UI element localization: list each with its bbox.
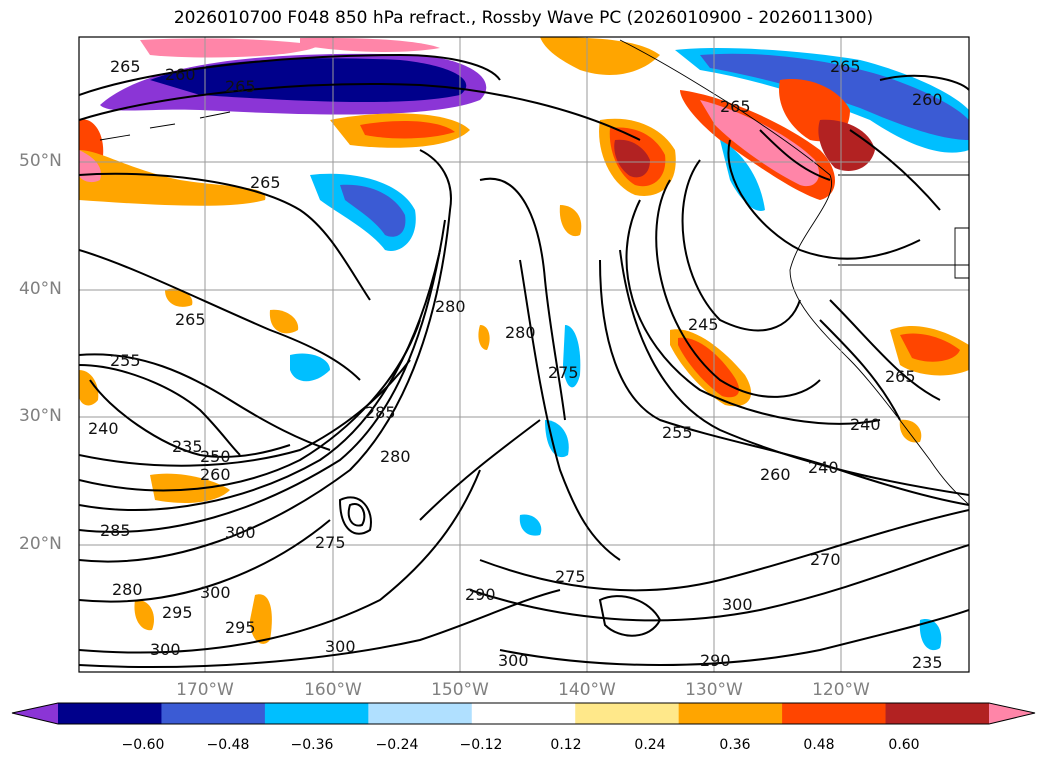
contour-label: 285: [365, 403, 396, 422]
lon-label-160w: 160°W: [304, 680, 362, 700]
lon-label-150w: 150°W: [431, 680, 489, 700]
colorbar-cell: [885, 703, 990, 724]
contour-label: 295: [162, 603, 193, 622]
colorbar-tick: −0.24: [375, 737, 419, 753]
colorbar-extend-max: [989, 703, 1035, 724]
colorbar-tick: 0.36: [719, 737, 751, 753]
graticule: [79, 37, 969, 672]
contour-label: 300: [200, 583, 231, 602]
colorbar: [11, 702, 1036, 725]
contour-label: 295: [225, 618, 256, 637]
contour-label: 240: [850, 415, 881, 434]
contour-label: 265: [250, 173, 281, 192]
contour-label: 260: [760, 465, 791, 484]
lat-label-50n: 50°N: [19, 151, 62, 171]
contour-label: 270: [810, 550, 841, 569]
contour-label: 250: [200, 447, 231, 466]
contour-label: 300: [150, 640, 181, 659]
colorbar-cell: [782, 703, 887, 724]
contour-label: 300: [225, 523, 256, 542]
colorbar-cell: [58, 703, 162, 724]
contour-label: 290: [465, 585, 496, 604]
colorbar-tick: 0.60: [888, 737, 920, 753]
colorbar-tick: −0.36: [290, 737, 334, 753]
contour-label: 275: [555, 567, 586, 586]
contour-label: 280: [435, 297, 466, 316]
contour-label: 300: [498, 651, 529, 670]
map-title: 2026010700 F048 850 hPa refract., Rossby…: [173, 8, 874, 28]
colorbar-extend-min: [12, 703, 58, 724]
contour-label: 255: [110, 351, 141, 370]
lat-label-30n: 30°N: [19, 406, 62, 426]
lon-label-170w: 170°W: [176, 680, 234, 700]
contour-label: 280: [380, 447, 411, 466]
contour-label: 235: [912, 653, 943, 672]
contour-label: 280: [505, 323, 536, 342]
contour-label: 245: [688, 315, 719, 334]
contour-label: 240: [88, 419, 119, 438]
colorbar-tick: 0.12: [550, 737, 582, 753]
contour-label: 265: [885, 367, 916, 386]
colorbar-cell: [471, 703, 576, 724]
contour-label: 290: [700, 651, 731, 670]
colorbar-tick: −0.12: [459, 737, 503, 753]
contour-label: 260: [912, 90, 943, 109]
map-frame: [78, 36, 970, 673]
colorbar-tick: 0.48: [803, 737, 835, 753]
lon-label-140w: 140°W: [558, 680, 616, 700]
contour-label: 260: [200, 465, 231, 484]
contour-label: 265: [175, 310, 206, 329]
contour-label: 285: [100, 521, 131, 540]
colorbar-cell: [368, 703, 473, 724]
colorbar-cell: [264, 703, 369, 724]
lat-label-20n: 20°N: [19, 534, 62, 554]
contour-label: 280: [112, 580, 143, 599]
colorbar-cell: [161, 703, 266, 724]
contour-lines: [79, 53, 969, 668]
contour-label: 255: [662, 423, 693, 442]
colorbar-tick: 0.24: [634, 737, 666, 753]
contour-label: 265: [830, 57, 861, 76]
contour-label: 265: [720, 97, 751, 116]
contour-label: 235: [172, 437, 203, 456]
contour-label: 300: [325, 637, 356, 656]
coastlines: [99, 39, 969, 506]
lat-label-40n: 40°N: [19, 279, 62, 299]
contour-label: 240: [808, 458, 839, 477]
colorbar-cell: [575, 703, 680, 724]
contour-label: 275: [548, 363, 579, 382]
contour-label: 265: [225, 77, 256, 96]
contour-label: 275: [315, 533, 346, 552]
lon-label-120w: 120°W: [812, 680, 870, 700]
colorbar-tick: −0.48: [206, 737, 250, 753]
contour-label: 300: [722, 595, 753, 614]
colorbar-cell: [678, 703, 783, 724]
colorbar-tick: −0.60: [121, 737, 165, 753]
contour-label: 260: [165, 65, 196, 84]
lon-label-130w: 130°W: [685, 680, 743, 700]
contour-label: 265: [110, 57, 141, 76]
contour-label-group: 265 260 265 265 265 265 260 280 280 275 …: [88, 57, 943, 672]
